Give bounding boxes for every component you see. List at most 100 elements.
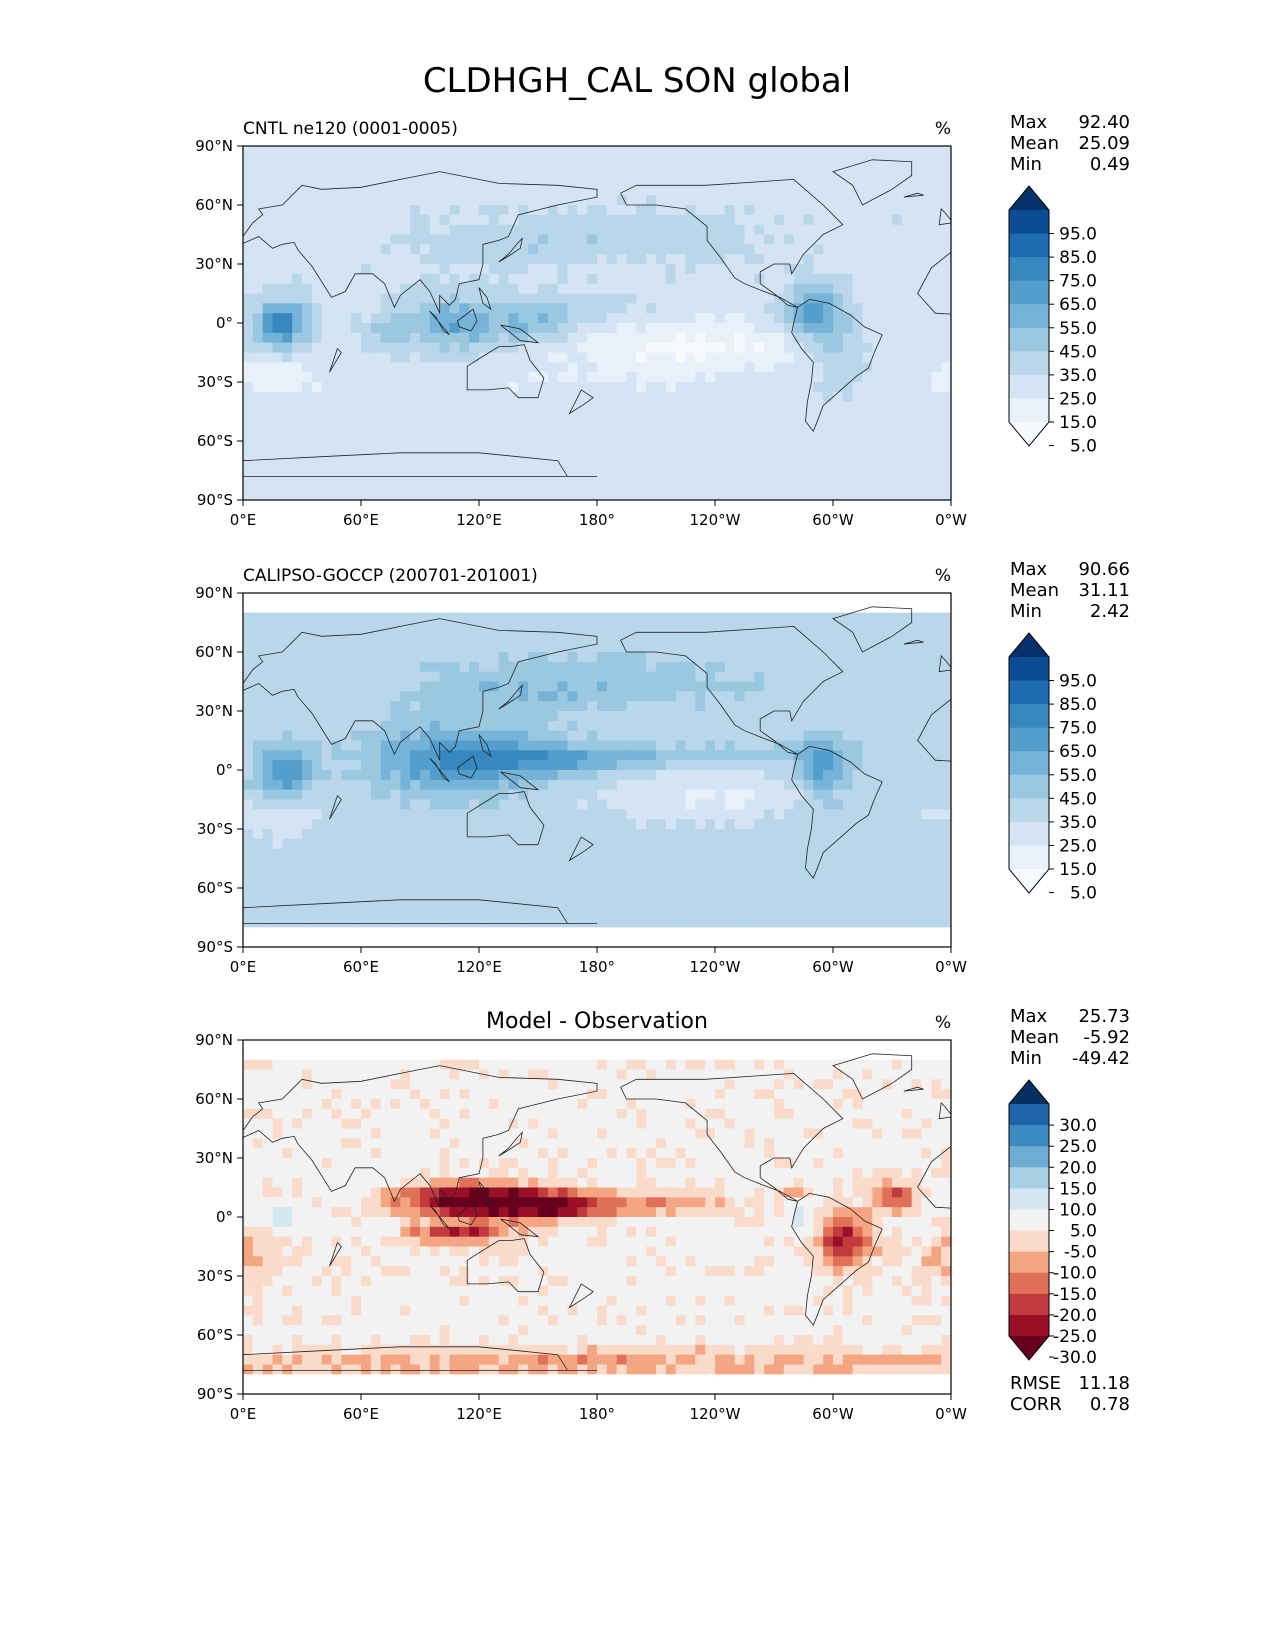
field-cell: [538, 146, 549, 157]
field-cell: [370, 313, 382, 324]
field-cell: [420, 632, 431, 643]
field-cell: [469, 691, 480, 702]
field-cell: [636, 441, 647, 452]
field-cell: [410, 490, 421, 500]
field-cell: [911, 681, 923, 692]
field-cell: [941, 214, 951, 226]
field-cell: [528, 612, 539, 624]
field-cell: [577, 293, 588, 304]
field-cell: [508, 858, 519, 869]
field-cell: [665, 273, 677, 285]
field-cell: [370, 838, 382, 850]
field-cell: [547, 661, 559, 673]
field-cell: [528, 681, 539, 692]
field-cell: [803, 671, 814, 683]
field-cell: [331, 681, 342, 692]
field-cell: [744, 671, 755, 683]
field-cell: [547, 720, 559, 732]
field-cell: [243, 185, 254, 196]
field-cell: [302, 632, 313, 643]
field-cell: [557, 352, 569, 363]
field-cell: [538, 681, 549, 692]
field-cell: [597, 622, 608, 633]
stat-label: Mean: [1010, 133, 1059, 154]
field-cell: [282, 352, 293, 363]
field-cell: [656, 421, 667, 432]
field-cell: [862, 760, 873, 771]
field-cell: [528, 175, 539, 186]
field-cell: [341, 441, 352, 452]
field-cell: [488, 313, 500, 324]
field-cell: [803, 652, 814, 663]
field-cell: [292, 234, 303, 245]
field-cell: [665, 868, 677, 879]
field-cell: [793, 401, 805, 413]
field-cell: [724, 264, 736, 275]
field-cell: [656, 293, 667, 304]
field-cell: [420, 480, 431, 491]
field-cell: [862, 224, 873, 236]
field-cell: [311, 907, 323, 919]
field-cell: [479, 799, 490, 810]
field-cell: [764, 612, 775, 624]
field-cell: [774, 632, 785, 643]
field-cell: [842, 829, 854, 840]
field-cell: [311, 838, 323, 850]
field-cell: [587, 829, 598, 840]
field-cell: [311, 691, 323, 702]
field-cell: [715, 411, 726, 422]
field-cell: [734, 622, 746, 633]
field-cell: [400, 470, 411, 481]
field-cell: [715, 720, 726, 732]
field-cell: [567, 421, 578, 432]
field-cell: [793, 244, 805, 255]
field-cell: [646, 391, 657, 403]
field-cell: [833, 691, 844, 702]
field-cell: [744, 175, 755, 186]
field-cell: [272, 642, 283, 653]
field-cell: [292, 490, 303, 500]
field-cell: [302, 622, 313, 633]
field-cell: [636, 303, 647, 314]
field-cell: [498, 612, 510, 624]
field-cell: [793, 701, 805, 712]
field-cell: [911, 622, 923, 633]
field-cell: [695, 730, 706, 742]
field-cell: [547, 770, 559, 781]
field-cell: [518, 391, 529, 403]
field-cell: [823, 878, 834, 889]
field-cell: [872, 622, 883, 633]
field-cell: [882, 652, 893, 663]
field-cell: [764, 323, 775, 334]
field-cell: [370, 760, 382, 771]
field-cell: [636, 691, 647, 702]
field-cell: [547, 382, 559, 393]
field-cell: [675, 155, 687, 167]
field-cell: [243, 632, 254, 643]
field-cell: [754, 490, 765, 500]
field-cell: [429, 661, 441, 673]
field-cell: [311, 681, 323, 692]
field-cell: [813, 770, 824, 781]
field-cell: [341, 858, 352, 869]
field-cell: [892, 897, 903, 909]
field-cell: [243, 205, 254, 216]
field-cell: [341, 740, 352, 751]
field-cell: [538, 760, 549, 771]
field-cell: [439, 254, 451, 265]
field-cell: [744, 342, 755, 354]
field-cell: [577, 760, 588, 771]
field-cell: [361, 490, 372, 500]
field-cell: [813, 372, 824, 383]
field-cell: [321, 612, 333, 624]
field-cell: [351, 652, 362, 663]
field-cell: [783, 421, 795, 432]
field-cell: [302, 283, 313, 295]
field-cell: [429, 878, 441, 889]
field-cell: [292, 401, 303, 413]
field-cell: [282, 214, 293, 226]
field-cell: [734, 809, 746, 820]
field-cell: [587, 671, 598, 683]
field-cell: [587, 303, 598, 314]
field-cell: [420, 490, 431, 500]
